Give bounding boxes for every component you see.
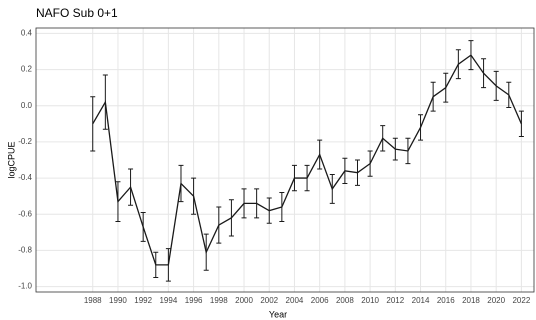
y-tick-label: 0.2 <box>21 65 33 74</box>
error-bar <box>102 74 108 130</box>
x-tick-label: 2010 <box>361 296 379 305</box>
error-bar <box>128 168 134 206</box>
x-tick-label: 2022 <box>512 296 530 305</box>
error-bar <box>405 137 411 165</box>
error-bar <box>430 81 436 112</box>
x-tick-label: 2000 <box>235 296 253 305</box>
error-bar <box>329 173 335 204</box>
error-bar <box>90 96 96 152</box>
error-bar <box>304 164 310 192</box>
error-bar <box>418 114 424 141</box>
error-bar <box>191 177 197 215</box>
error-bar <box>228 199 234 237</box>
x-axis-label: Year <box>269 309 287 319</box>
error-bar <box>392 137 398 161</box>
error-bar <box>153 251 159 279</box>
x-tick-label: 2018 <box>462 296 480 305</box>
error-bar <box>354 159 360 186</box>
y-axis-label: logCPUE <box>6 141 16 178</box>
error-bar <box>468 40 474 71</box>
error-bar <box>506 81 512 109</box>
x-tick-label: 2004 <box>286 296 304 305</box>
error-bar <box>203 233 209 271</box>
x-tick-label: 2016 <box>437 296 455 305</box>
x-tick-label: 2014 <box>412 296 430 305</box>
x-tick-label: 1990 <box>109 296 127 305</box>
x-tick-label: 2008 <box>336 296 354 305</box>
error-bar <box>493 70 499 101</box>
error-bar <box>266 197 272 224</box>
error-bar <box>291 164 297 192</box>
error-bar <box>140 211 146 242</box>
error-bar <box>241 188 247 219</box>
error-bar <box>178 164 184 203</box>
x-tick-label: 1996 <box>185 296 203 305</box>
x-tick-label: 2012 <box>386 296 404 305</box>
y-tick-label: 0.0 <box>21 101 33 110</box>
error-bar <box>443 72 449 103</box>
error-bar <box>455 49 461 80</box>
x-tick-label: 2002 <box>260 296 278 305</box>
error-bar <box>254 188 260 219</box>
x-tick-label: 2006 <box>311 296 329 305</box>
x-tick-label: 1998 <box>210 296 228 305</box>
y-tick-label: 0.4 <box>21 29 33 38</box>
error-bar <box>481 58 487 89</box>
x-tick-label: 1994 <box>159 296 177 305</box>
x-tick-label: 2020 <box>487 296 505 305</box>
error-bar <box>279 192 285 222</box>
y-tick-label: -0.2 <box>18 137 32 146</box>
y-tick-label: -0.4 <box>18 173 32 182</box>
error-bar <box>342 157 348 185</box>
error-bar <box>317 139 323 170</box>
y-tick-label: -1.0 <box>18 282 32 291</box>
error-bar <box>216 206 222 244</box>
y-tick-label: -0.6 <box>18 209 32 218</box>
error-bar <box>165 248 171 282</box>
error-bar <box>518 110 524 137</box>
y-tick-label: -0.8 <box>18 246 32 255</box>
chart-title: NAFO Sub 0+1 <box>36 6 118 20</box>
error-bar <box>380 125 386 152</box>
panel-border <box>35 27 535 293</box>
error-bar <box>367 150 373 177</box>
x-tick-label: 1992 <box>134 296 152 305</box>
x-tick-label: 1988 <box>84 296 102 305</box>
error-bar <box>115 181 121 222</box>
